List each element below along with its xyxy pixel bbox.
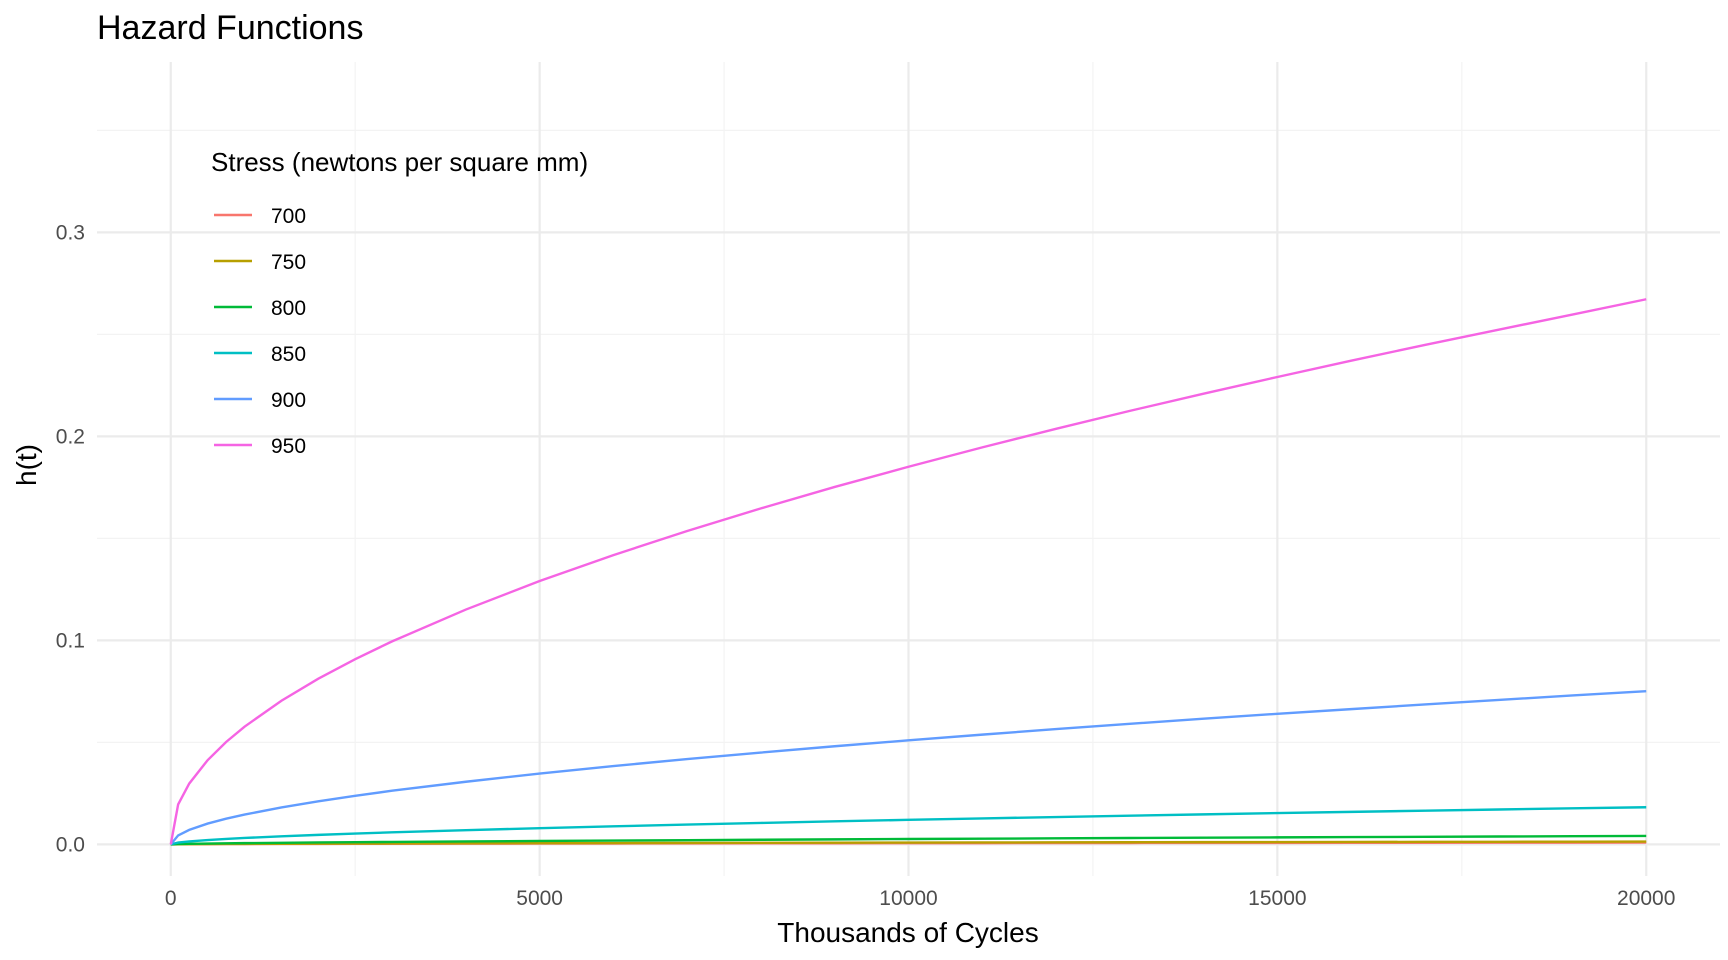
legend-label-950: 950 [271,435,306,458]
x-tick-label: 15000 [1248,887,1306,910]
series-lines [169,298,1647,846]
x-tick-label: 0 [165,887,177,910]
y-tick-label: 0.1 [56,629,85,652]
series-line-850 [170,806,1647,846]
x-tick-labels: 0 5000 10000 15000 20000 [165,887,1676,910]
series-line-800 [170,834,1647,846]
y-tick-label: 0.0 [56,833,85,856]
y-tick-label: 0.2 [56,425,85,448]
y-tick-labels: 0.0 0.1 0.2 0.3 [56,221,85,856]
y-axis-title: h(t) [11,444,42,486]
x-tick-label: 20000 [1617,887,1675,910]
legend-label-800: 800 [271,297,306,320]
major-gridlines [97,62,1720,876]
legend: Stress (newtons per square mm) 700 750 800… [211,147,588,458]
x-tick-label: 5000 [516,887,563,910]
legend-label-700: 700 [271,205,306,228]
legend-label-850: 850 [271,343,306,366]
legend-title: Stress (newtons per square mm) [211,147,588,177]
x-tick-label: 10000 [879,887,937,910]
chart-title: Hazard Functions [97,9,363,47]
legend-items: 700 750 800 850 900 950 [214,205,306,458]
y-tick-label: 0.3 [56,221,85,244]
x-axis-title: Thousands of Cycles [777,917,1038,948]
series-line-900 [169,689,1647,846]
legend-label-750: 750 [271,251,306,274]
legend-label-900: 900 [271,389,306,412]
series-line-950 [169,298,1647,845]
